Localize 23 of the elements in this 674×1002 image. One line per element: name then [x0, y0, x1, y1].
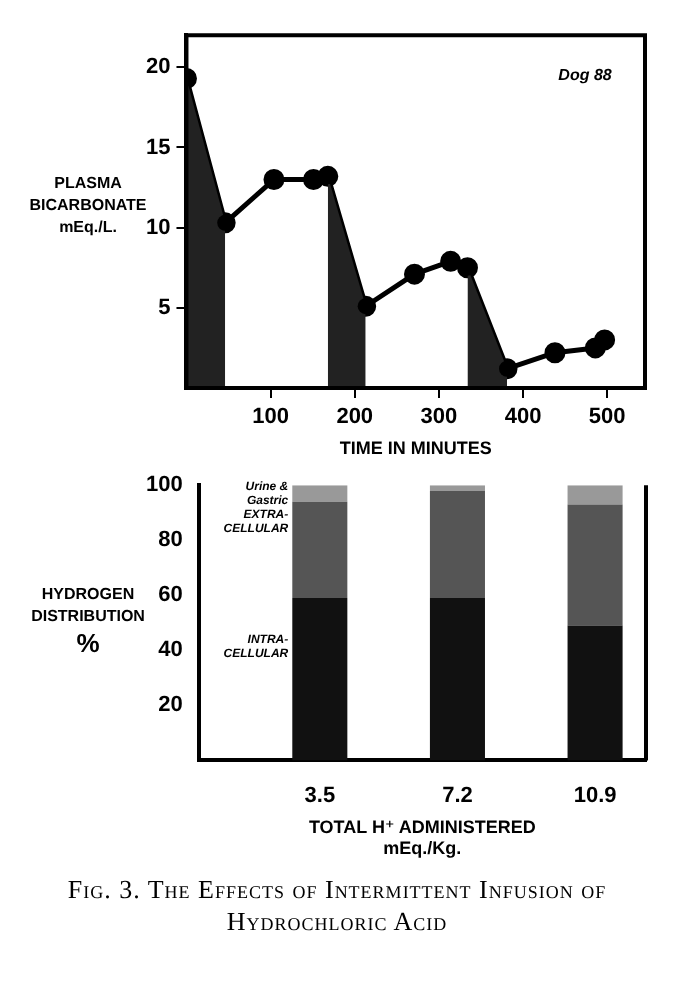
- y-tick-label: 60: [158, 583, 183, 608]
- x-tick-label: 10.9: [573, 783, 617, 808]
- y-axis-title: HYDROGEN DISTRIBUTION %: [31, 585, 146, 658]
- x-tick-label: 3.5: [304, 783, 336, 808]
- x-tick-label: 100: [252, 405, 289, 430]
- x-tick-label: 400: [504, 405, 542, 430]
- y-tick-label: 5: [158, 295, 171, 320]
- x-tick-label: 7.2: [442, 783, 473, 808]
- x-tick-label: 300: [420, 405, 458, 430]
- y-tick-label: 80: [158, 528, 183, 553]
- y-tick-label: 20: [145, 55, 171, 80]
- caption: Fig. 3. The Effects of Intermittent Infusion of Hydrochloric Acid: [65, 872, 609, 938]
- y-axis-title: PLASMA BICARBONATE mEq./L.: [29, 174, 148, 237]
- x-tick-label: 500: [588, 405, 626, 430]
- y-tick-label: 40: [158, 638, 183, 663]
- x-axis-title: TIME IN MINUTES: [339, 438, 492, 459]
- x-axis-title: TOTAL H⁺ ADMINISTERED mEq./Kg.: [308, 816, 537, 859]
- y-tick-label: 15: [145, 135, 171, 160]
- y-tick-label: 100: [145, 473, 183, 498]
- y-tick-label: 20: [158, 693, 183, 718]
- x-tick-label: 200: [336, 405, 374, 430]
- y-tick-label: 10: [145, 215, 171, 240]
- annotation: Dog 88: [558, 65, 613, 84]
